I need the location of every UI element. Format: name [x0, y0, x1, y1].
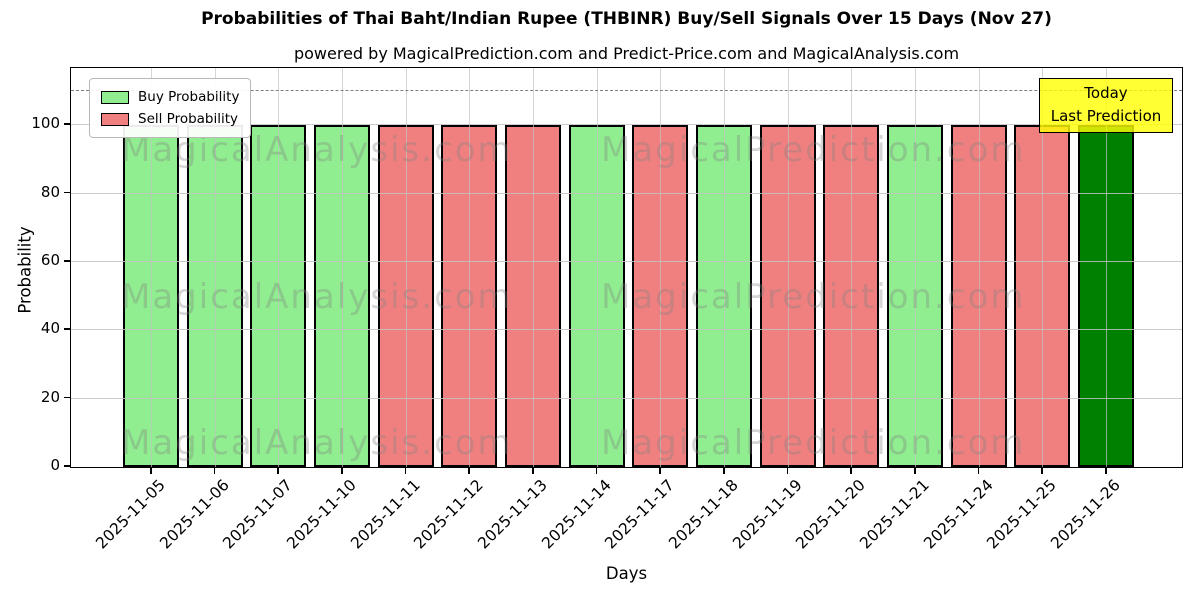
- plot-area: MagicalAnalysis.com MagicalPrediction.com…: [70, 67, 1183, 468]
- v-gridline-2025-11-21: [915, 68, 917, 467]
- today-annotation: Today Last Prediction: [1039, 78, 1173, 133]
- watermark-right-row1: MagicalPrediction.com: [601, 130, 1026, 170]
- watermark-left-row2: MagicalAnalysis.com: [121, 277, 513, 317]
- x-tick-mark-2025-11-26: [1105, 468, 1107, 474]
- x-axis-label: Days: [605, 564, 648, 583]
- x-tick-mark-2025-11-19: [786, 468, 789, 474]
- h-gridline-60: [71, 261, 1182, 263]
- legend: Buy Probability Sell Probability: [89, 78, 252, 138]
- v-gridline-2025-11-06: [214, 68, 216, 467]
- watermark-left-row3: MagicalAnalysis.com: [121, 423, 513, 463]
- y-tick-label-80: 80: [40, 182, 60, 201]
- y-tick-mark-0: [64, 465, 70, 467]
- y-tick-label-0: 0: [50, 456, 60, 474]
- x-tick-mark-2025-11-25: [1041, 468, 1043, 474]
- legend-label-buy: Buy Probability: [138, 89, 240, 105]
- legend-label-sell: Sell Probability: [138, 111, 239, 127]
- y-tick-mark-40: [64, 328, 70, 330]
- y-tick-label-40: 40: [40, 319, 60, 338]
- v-gridline-2025-11-24: [978, 68, 980, 467]
- watermark-right-row2: MagicalPrediction.com: [601, 277, 1026, 317]
- h-gridline-100: [71, 124, 1182, 126]
- today-annotation-line2: Last Prediction: [1050, 107, 1162, 126]
- legend-swatch-sell: [101, 112, 129, 126]
- legend-item-buy: Buy Probability: [101, 86, 239, 108]
- today-annotation-line1: Today: [1084, 84, 1128, 102]
- chart-subtitle: powered by MagicalPrediction.com and Pre…: [293, 44, 960, 63]
- legend-swatch-buy: [101, 90, 129, 104]
- x-tick-mark-2025-11-10: [341, 468, 343, 474]
- x-tick-mark-2025-11-21: [914, 468, 916, 474]
- y-tick-mark-20: [64, 396, 70, 399]
- v-gridline-2025-11-11: [405, 68, 407, 467]
- v-gridline-2025-11-17: [660, 68, 662, 467]
- y-tick-mark-80: [64, 191, 70, 194]
- v-gridline-2025-11-26: [1106, 68, 1108, 467]
- watermark-right-row3: MagicalPrediction.com: [601, 423, 1026, 463]
- v-gridline-2025-11-25: [1042, 68, 1044, 467]
- h-gridline-80: [71, 192, 1182, 194]
- legend-item-sell: Sell Probability: [101, 108, 239, 130]
- v-gridline-2025-11-05: [151, 68, 152, 467]
- x-tick-mark-2025-11-11: [404, 468, 407, 474]
- v-gridline-2025-11-19: [787, 68, 789, 467]
- v-gridline-2025-11-07: [278, 68, 280, 467]
- x-tick-mark-2025-11-18: [723, 468, 725, 474]
- y-tick-label-20: 20: [40, 387, 60, 406]
- x-tick-mark-2025-11-13: [532, 468, 534, 474]
- x-tick-mark-2025-11-05: [150, 468, 152, 474]
- threshold-dashed-line: [71, 90, 1182, 92]
- y-axis-label: Probability: [15, 226, 35, 314]
- v-gridline-2025-11-10: [342, 68, 343, 467]
- x-tick-mark-2025-11-06: [213, 468, 216, 474]
- x-tick-mark-2025-11-14: [595, 468, 598, 474]
- v-gridline-2025-11-20: [851, 68, 853, 467]
- chart-title: Probabilities of Thai Baht/Indian Rupee …: [201, 9, 1052, 29]
- v-gridline-2025-11-13: [533, 68, 535, 467]
- x-tick-mark-2025-11-07: [277, 468, 279, 474]
- x-tick-mark-2025-11-20: [850, 468, 852, 474]
- v-gridline-2025-11-18: [724, 68, 726, 467]
- h-gridline-40: [71, 329, 1182, 331]
- y-tick-label-60: 60: [40, 251, 60, 270]
- y-tick-label-100: 100: [31, 114, 60, 133]
- x-tick-mark-2025-11-12: [468, 468, 470, 474]
- y-tick-mark-60: [64, 260, 70, 262]
- x-tick-mark-2025-11-24: [977, 468, 980, 474]
- v-gridline-2025-11-12: [469, 68, 471, 467]
- v-gridline-2025-11-14: [596, 68, 598, 467]
- y-tick-mark-100: [64, 123, 70, 125]
- x-tick-mark-2025-11-17: [659, 468, 661, 474]
- h-gridline-20: [71, 397, 1182, 399]
